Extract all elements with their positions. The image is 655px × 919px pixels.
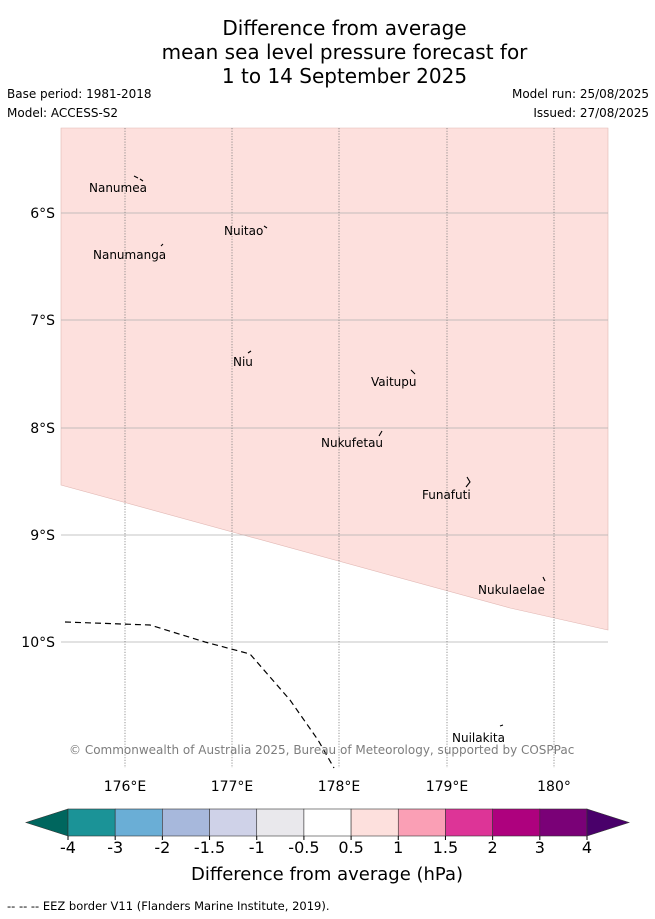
colorbar-swatch xyxy=(350,808,399,837)
island-nuilakita-outline xyxy=(499,724,504,727)
colorbar-tick-label: -3 xyxy=(107,838,123,857)
colorbar-tick-label: -4 xyxy=(60,838,76,857)
colorbar-tick-label: 4 xyxy=(582,838,592,857)
place-label-nanumea: Nanumea xyxy=(89,181,147,195)
island-nukulaelae-outline xyxy=(542,576,546,582)
colorbar-swatch xyxy=(539,808,588,837)
lon-tick-label: 178°E xyxy=(318,779,361,795)
island-niu-outline xyxy=(247,350,252,354)
place-label-vaitupu: Vaitupu xyxy=(371,375,417,389)
colorbar-swatch xyxy=(209,808,258,837)
place-label-nuilakita: Nuilakita xyxy=(452,731,505,745)
island-funafuti-outline xyxy=(465,476,471,488)
lat-tick-label: 9°S xyxy=(30,528,55,544)
model-name: Model: ACCESS-S2 xyxy=(7,106,119,120)
lon-tick-label: 176°E xyxy=(104,779,147,795)
eez-border xyxy=(64,621,335,769)
colorbar-label: Difference from average (hPa) xyxy=(191,864,463,885)
colorbar-swatch xyxy=(256,808,305,837)
colorbar-swatch xyxy=(303,808,352,837)
colorbar-tick-label: 3 xyxy=(535,838,545,857)
colorbar-swatch xyxy=(397,808,446,837)
colorbar-tick-label: -1 xyxy=(249,838,265,857)
colorbar-max-extension xyxy=(586,808,630,837)
place-label-nuitao: Nuitao xyxy=(224,224,263,238)
colorbar-swatch xyxy=(162,808,210,837)
title-line-3: 1 to 14 September 2025 xyxy=(221,64,468,88)
place-label-funafuti: Funafuti xyxy=(422,488,471,502)
title-line-2: mean sea level pressure forecast for xyxy=(161,40,528,64)
colorbar: -4 -3 -2 -1.5 -1 -0.5 0.5 1 1.5 2 3 4 Difference fr… xyxy=(25,808,630,885)
title-line-1: Difference from average xyxy=(222,16,467,40)
issued-date: Issued: 27/08/2025 xyxy=(533,106,649,120)
map-plot-area: Nanumea Nuitao Nanumanga Niu Vaitupu Nuk… xyxy=(60,127,609,769)
lon-tick-label: 179°E xyxy=(426,779,469,795)
colorbar-swatch xyxy=(445,808,493,837)
island-nuitao-outline xyxy=(263,225,268,229)
place-label-niu: Niu xyxy=(233,355,253,369)
colorbar-tick-label: 1 xyxy=(393,838,403,857)
island-vaitupu-outline xyxy=(410,369,416,375)
copyright-notice: © Commonwealth of Australia 2025, Bureau… xyxy=(69,743,574,757)
place-label-nanumanga: Nanumanga xyxy=(93,248,166,262)
colorbar-swatch xyxy=(67,808,116,837)
colorbar-swatch xyxy=(114,808,163,837)
lat-tick-label: 8°S xyxy=(30,421,55,437)
colorbar-tick-label: 0.5 xyxy=(338,838,363,857)
colorbar-tick-label: -1.5 xyxy=(194,838,225,857)
eez-legend-note: -- -- -- EEZ border V11 (Flanders Marine… xyxy=(7,899,330,913)
island-nukufetau-outline xyxy=(378,430,383,437)
model-run: Model run: 25/08/2025 xyxy=(511,87,649,101)
colorbar-tick-label: -0.5 xyxy=(288,838,319,857)
lat-tick-label: 7°S xyxy=(30,313,55,329)
lat-tick-label: 6°S xyxy=(30,206,55,222)
base-period: Base period: 1981-2018 xyxy=(7,87,152,101)
colorbar-min-extension xyxy=(25,808,69,837)
colorbar-swatch xyxy=(492,808,541,837)
place-label-nukulaelae: Nukulaelae xyxy=(478,583,545,597)
place-label-nukufetau: Nukufetau xyxy=(321,436,383,450)
colorbar-tick-label: -2 xyxy=(154,838,170,857)
island-nanumanga-outline xyxy=(160,243,164,247)
colorbar-tick-label: 2 xyxy=(488,838,498,857)
anomaly-region-0.5-to-1 xyxy=(60,127,609,631)
lon-tick-label: 177°E xyxy=(211,779,254,795)
lon-tick-label: 180° xyxy=(537,779,571,795)
island-nanumea-outline xyxy=(133,175,144,182)
colorbar-tick-label: 1.5 xyxy=(433,838,458,857)
lat-tick-label: 10°S xyxy=(21,635,55,651)
